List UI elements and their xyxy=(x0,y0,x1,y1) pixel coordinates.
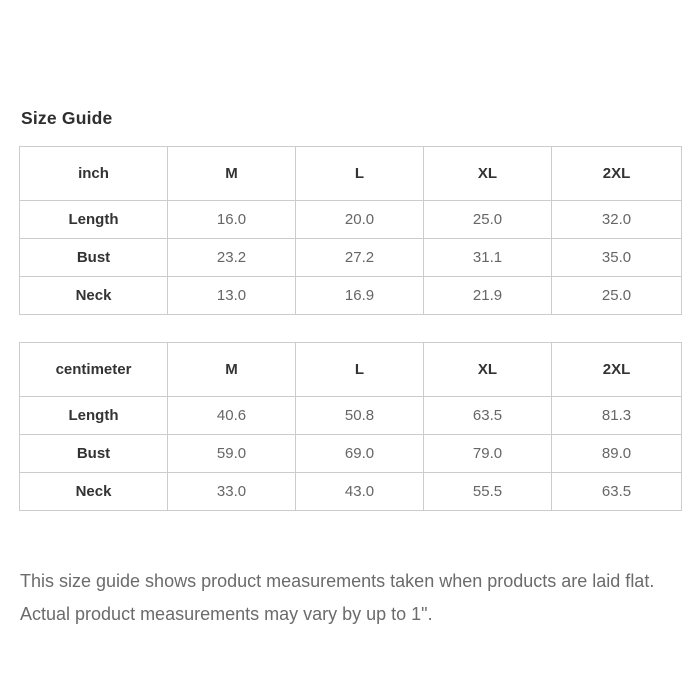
column-header-xl: XL xyxy=(423,146,552,201)
size-value: 43.0 xyxy=(295,472,424,511)
table-header-row: inch M L XL 2XL xyxy=(19,146,682,201)
table-header-row: centimeter M L XL 2XL xyxy=(19,342,682,397)
size-value: 79.0 xyxy=(423,434,552,473)
size-value: 16.9 xyxy=(295,276,424,315)
table-row-length: Length 16.0 20.0 25.0 32.0 xyxy=(19,200,682,239)
row-label-neck: Neck xyxy=(19,472,168,511)
page-title: Size Guide xyxy=(21,108,113,128)
size-value: 55.5 xyxy=(423,472,552,511)
size-value: 31.1 xyxy=(423,238,552,277)
size-value: 21.9 xyxy=(423,276,552,315)
table-row-neck: Neck 33.0 43.0 55.5 63.5 xyxy=(19,472,682,511)
measurement-note: This size guide shows product measuremen… xyxy=(20,571,655,624)
size-value: 25.0 xyxy=(551,276,682,315)
size-value: 81.3 xyxy=(551,396,682,435)
centimeter-size-table: centimeter M L XL 2XL Length 40.6 50.8 6… xyxy=(19,342,682,511)
size-value: 40.6 xyxy=(167,396,296,435)
column-header-2xl: 2XL xyxy=(551,342,682,397)
table-row-bust: Bust 23.2 27.2 31.1 35.0 xyxy=(19,238,682,277)
size-value: 23.2 xyxy=(167,238,296,277)
column-header-l: L xyxy=(295,342,424,397)
size-value: 69.0 xyxy=(295,434,424,473)
table-row-bust: Bust 59.0 69.0 79.0 89.0 xyxy=(19,434,682,473)
column-header-2xl: 2XL xyxy=(551,146,682,201)
size-value: 25.0 xyxy=(423,200,552,239)
size-value: 33.0 xyxy=(167,472,296,511)
table-row-length: Length 40.6 50.8 63.5 81.3 xyxy=(19,396,682,435)
column-header-m: M xyxy=(167,146,296,201)
column-header-m: M xyxy=(167,342,296,397)
table-row-neck: Neck 13.0 16.9 21.9 25.0 xyxy=(19,276,682,315)
size-guide-page: Size Guide inch M L XL 2XL Length 16.0 2… xyxy=(19,108,682,624)
column-header-l: L xyxy=(295,146,424,201)
column-header-xl: XL xyxy=(423,342,552,397)
size-value: 16.0 xyxy=(167,200,296,239)
inch-size-table: inch M L XL 2XL Length 16.0 20.0 25.0 32… xyxy=(19,146,682,315)
row-label-length: Length xyxy=(19,200,168,239)
size-value: 32.0 xyxy=(551,200,682,239)
row-label-neck: Neck xyxy=(19,276,168,315)
row-label-bust: Bust xyxy=(19,238,168,277)
row-label-bust: Bust xyxy=(19,434,168,473)
size-value: 35.0 xyxy=(551,238,682,277)
size-value: 89.0 xyxy=(551,434,682,473)
unit-header: inch xyxy=(19,146,168,201)
unit-header: centimeter xyxy=(19,342,168,397)
size-value: 63.5 xyxy=(551,472,682,511)
row-label-length: Length xyxy=(19,396,168,435)
size-value: 63.5 xyxy=(423,396,552,435)
size-value: 50.8 xyxy=(295,396,424,435)
size-value: 13.0 xyxy=(167,276,296,315)
size-value: 20.0 xyxy=(295,200,424,239)
size-value: 27.2 xyxy=(295,238,424,277)
size-value: 59.0 xyxy=(167,434,296,473)
